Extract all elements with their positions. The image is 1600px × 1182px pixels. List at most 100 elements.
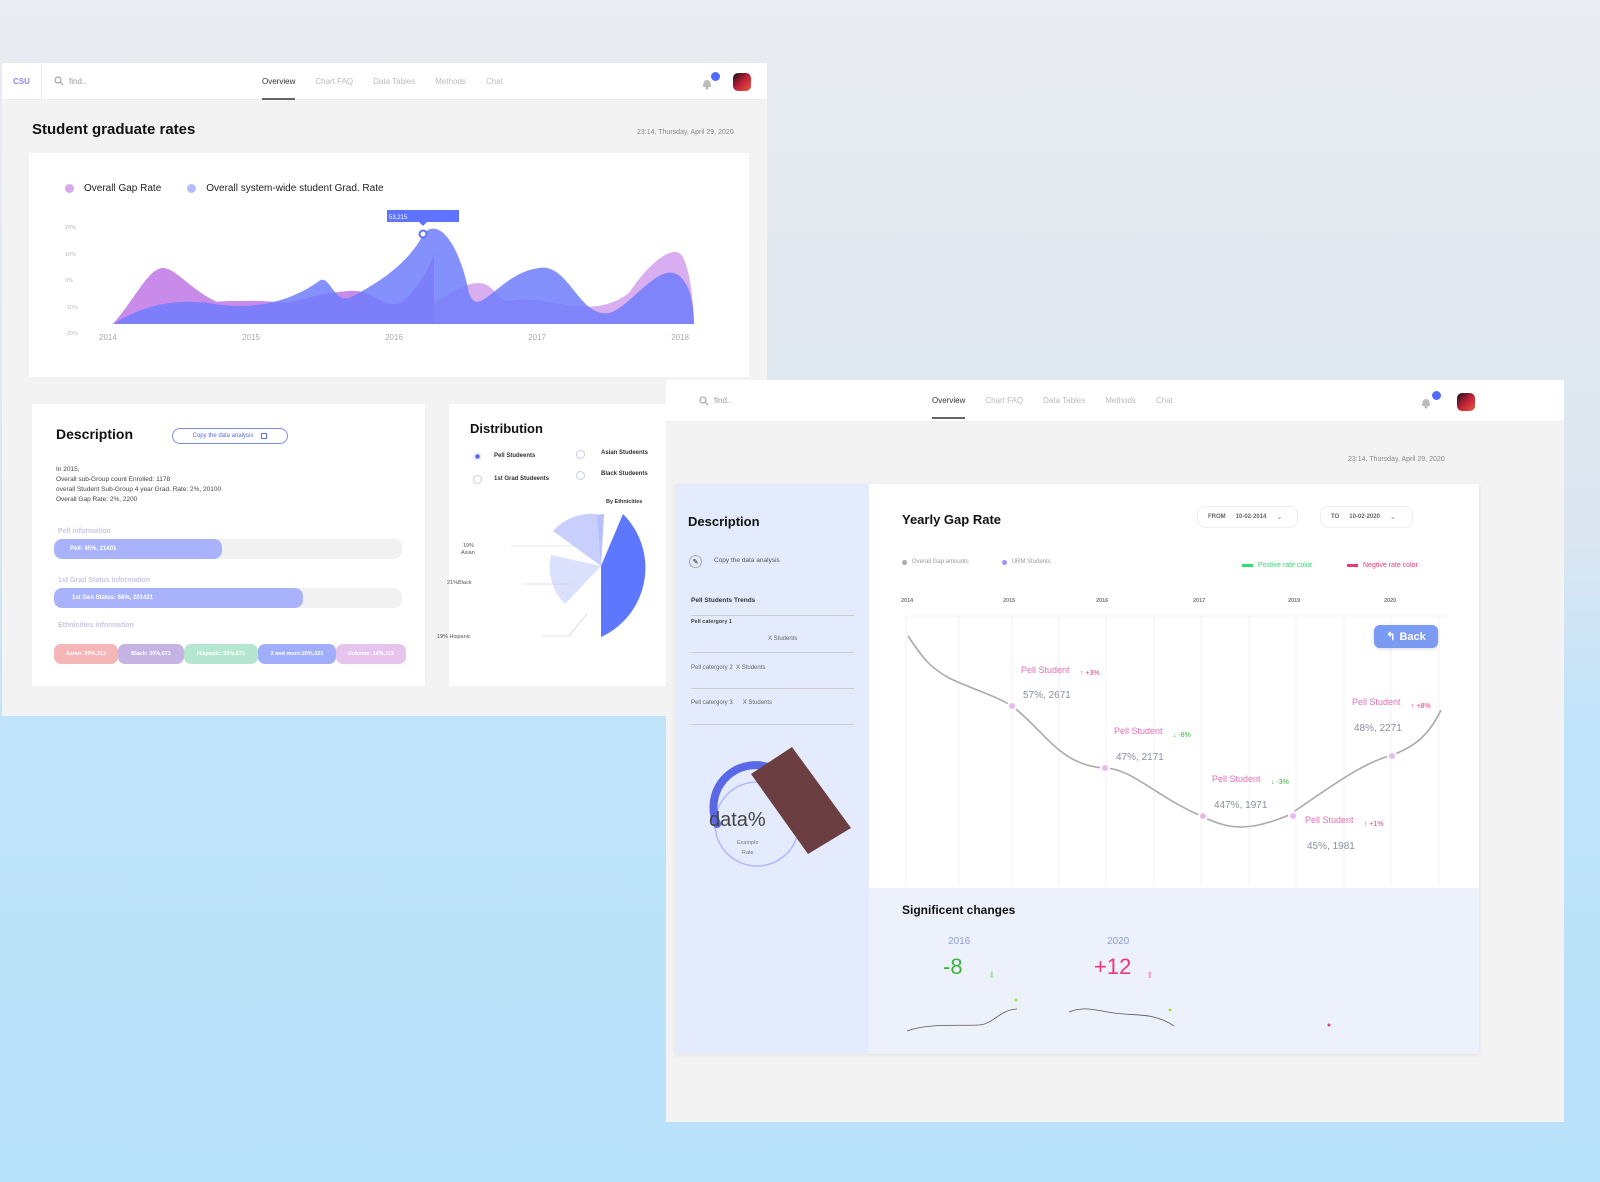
avatar[interactable] (733, 73, 751, 91)
back-button[interactable]: ↰ Back (1374, 625, 1438, 648)
divider (691, 615, 854, 616)
pie-chart (511, 513, 646, 637)
positive-swatch (1242, 564, 1253, 567)
point-5-value: 48%, 2271 (1354, 723, 1402, 734)
search-input[interactable]: find.. (69, 76, 87, 86)
tab-chart-faq[interactable]: Chart FAQ (315, 76, 354, 86)
logo[interactable]: CSU (2, 62, 42, 100)
eth-pill-asian[interactable]: Asian: 20%,312 (54, 644, 118, 664)
sparklines (906, 998, 1331, 1032)
radio-1st-grad[interactable] (473, 475, 482, 484)
to-date-select[interactable]: TO 10-02-2020 ⌄ (1320, 506, 1413, 528)
pie-label-black: 21%Black (447, 580, 472, 586)
timestamp: 23:14, Thursday, April 29, 2020 (1348, 456, 1445, 463)
eth-pill-unknown[interactable]: Unknow: 14%,112 (336, 644, 406, 664)
bell-icon[interactable] (699, 75, 715, 91)
x-tick: 2016 (1096, 598, 1109, 604)
gap-rate-card: Description ✎ Copy the data analysis Pel… (675, 484, 1479, 1054)
chart-legend: Overall Gap Rate Overall system-wide stu… (65, 183, 384, 194)
pell-bar-fill: Pell: 45%, 21401 (54, 539, 222, 559)
tab-chat[interactable]: Chat (485, 76, 503, 86)
copy-analysis-link[interactable]: Copy the data analysis (714, 557, 780, 564)
x-tick: 2015 (242, 333, 260, 342)
change-1-value: -8 (943, 954, 963, 979)
back-label: Back (1399, 630, 1426, 643)
to-value: 10-02-2020 (1349, 514, 1380, 520)
y-axis: 20% 10% 0% -10% -20% (65, 215, 78, 348)
avatar[interactable] (1457, 393, 1475, 411)
bell-icon[interactable] (1418, 394, 1434, 410)
description-title: Description (56, 426, 134, 442)
point-4-name: Pell Student (1305, 815, 1354, 825)
timestamp: 23:14, Thursday, April 29, 2020 (637, 129, 734, 136)
x-tick: 2016 (385, 333, 403, 342)
eth-pill-black[interactable]: Black: 30%,671 (118, 644, 184, 664)
x-axis: 2014 2015 2016 2017 2018 (99, 333, 689, 342)
pencil-icon[interactable]: ✎ (689, 555, 702, 568)
grad-bar-fill: 1st Gen Status: 68%, 201421 (54, 588, 303, 608)
copy-analysis-button[interactable]: Copy the data analysis (172, 428, 288, 444)
category-2[interactable]: Pell catergory 2 X Students (691, 665, 765, 671)
chevron-down-icon: ⌄ (1276, 514, 1283, 521)
eth-pill-two-more[interactable]: 2 and more:20%,321 (258, 644, 336, 664)
from-value: 10-02-2014 (1235, 514, 1267, 520)
legend-gap-label: Overall Gap amounts (912, 559, 969, 565)
x-tick: 2014 (99, 333, 117, 342)
gauge-label-2: Rate (741, 850, 754, 856)
radio-pell[interactable] (473, 452, 482, 461)
radio-pell-label: Pell Studeents (494, 453, 536, 459)
point-2-change: ↓ -8% (1173, 732, 1191, 739)
significant-title: Significent changes (902, 903, 1016, 917)
point-1-name: Pell Student (1021, 665, 1070, 675)
y-tick: 10% (65, 251, 77, 258)
search-box[interactable]: find.. (54, 76, 86, 86)
tab-methods[interactable]: Methods (435, 76, 466, 86)
top-nav: CSU find.. Overview Chart FAQ Data Table… (2, 62, 767, 100)
x-tick: 2018 (671, 333, 689, 342)
divider (691, 724, 854, 725)
distribution-title: Distribution (470, 421, 543, 436)
category-3[interactable]: Pell catergory 3 X Students (691, 700, 772, 706)
yearly-title: Yearly Gap Rate (902, 512, 1001, 527)
from-label: FROM (1208, 514, 1226, 520)
tab-methods[interactable]: Methods (1105, 396, 1136, 405)
point-3-change-value: -3% (1276, 779, 1289, 786)
tab-data-tables[interactable]: Data Tables (1043, 396, 1086, 405)
x-tick: 2019 (1288, 598, 1301, 604)
legend-gap-label: Overall Gap Rate (84, 183, 162, 194)
search-box-2[interactable]: find.. (699, 396, 731, 406)
change-1-year: 2016 (948, 936, 971, 947)
tab-overview[interactable]: Overview (932, 396, 966, 419)
point-4-change: ↑ +1% (1364, 821, 1384, 828)
point-2-value: 47%, 2171 (1116, 752, 1164, 763)
eth-pill-hispanic[interactable]: Hispanic: 30%,671 (184, 644, 258, 664)
x-tick: 2015 (1003, 598, 1016, 604)
description-sidebar: Description ✎ Copy the data analysis Pel… (675, 484, 869, 1054)
search-icon (699, 396, 709, 405)
down-arrow-icon: ⬇ (988, 970, 996, 980)
y-tick: -10% (65, 304, 78, 311)
nav-tabs: Overview Chart FAQ Data Tables Methods C… (262, 63, 503, 100)
search-input-2[interactable]: find.. (714, 396, 732, 405)
point-3-name: Pell Student (1212, 774, 1261, 784)
legend-grad-dot (187, 184, 197, 193)
radio-black[interactable] (576, 471, 585, 480)
y-tick: -20% (65, 331, 78, 337)
tab-chart-faq[interactable]: Chart FAQ (985, 396, 1024, 405)
radio-1st-grad-label: 1st Grad Studeents (494, 476, 550, 482)
to-label: TO (1331, 514, 1340, 520)
gauge-value: data% (709, 809, 766, 831)
positive-label: Postive rate color (1258, 562, 1313, 569)
radio-asian[interactable] (576, 450, 585, 459)
gauge-chart (709, 747, 851, 867)
x-tick: 2020 (1384, 598, 1397, 604)
radio-asian-label: Asian Studeents (601, 450, 649, 456)
tab-chat[interactable]: Chat (1155, 396, 1173, 405)
category-2-name: Pell catergory 2 (691, 665, 733, 671)
from-date-select[interactable]: FROM 10-02-2014 ⌄ (1197, 506, 1298, 528)
tab-data-tables[interactable]: Data Tables (373, 76, 416, 86)
gauge-label-1: Example (737, 840, 759, 846)
point-5-change: ↑ +8% (1411, 703, 1431, 710)
category-1-name: Pell catergory 1 (691, 619, 732, 625)
tab-overview[interactable]: Overview (262, 76, 296, 100)
